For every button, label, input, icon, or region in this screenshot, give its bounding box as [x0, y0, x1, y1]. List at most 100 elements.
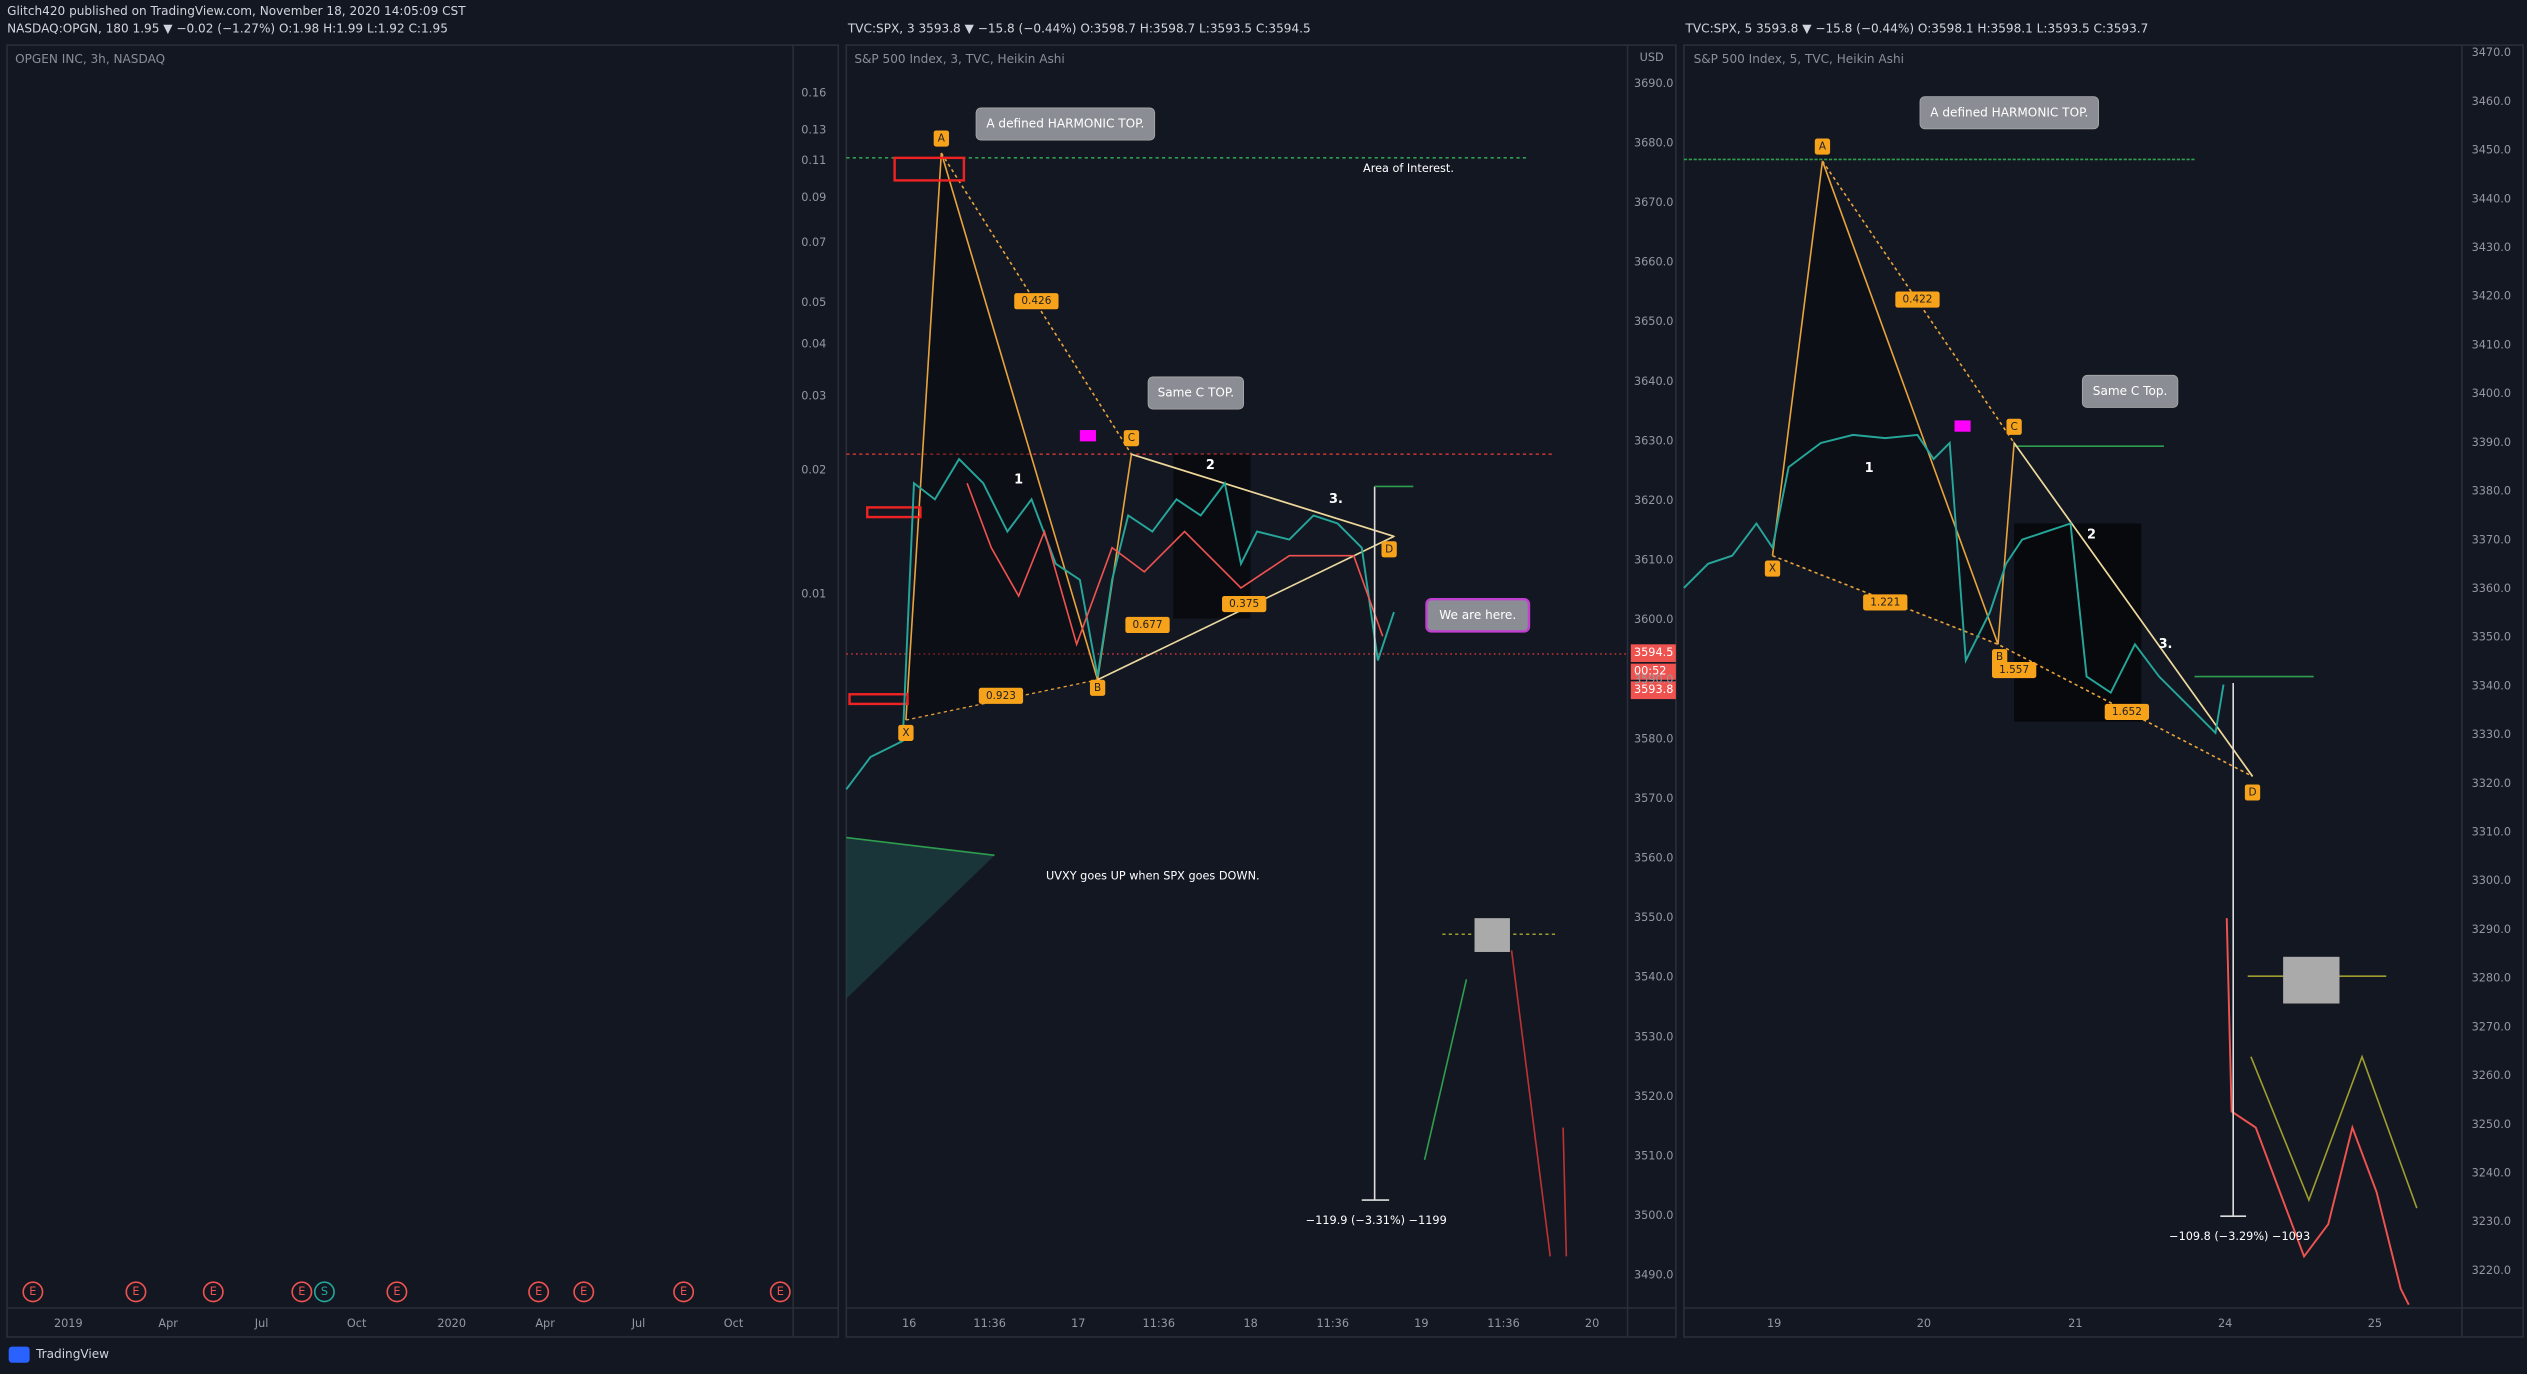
- pattern-tag: [1764, 560, 1781, 577]
- y-tick-label: 3290.0: [2472, 923, 2511, 936]
- y-tick-label: 3310.0: [2472, 826, 2511, 839]
- x-tick-label: 2020: [437, 1317, 466, 1330]
- y-tick-label: 3670.0: [1634, 196, 1673, 209]
- x-tick-label: 16: [902, 1317, 916, 1330]
- pattern-tag: [978, 687, 1024, 704]
- annotation-text: Area of Interest.: [1363, 162, 1454, 175]
- y-tick-label: 3510.0: [1634, 1150, 1673, 1163]
- event-marker[interactable]: [528, 1281, 550, 1303]
- y-tick-label: 0.05: [801, 296, 826, 309]
- y-tick-label: 3440.0: [2472, 192, 2511, 205]
- y-tick-label: 0.02: [801, 463, 826, 476]
- y-tick-label: 3250.0: [2472, 1118, 2511, 1131]
- wave-label: 2: [1206, 458, 1215, 473]
- x-tick-label: 20: [1917, 1317, 1931, 1330]
- event-label: E: [29, 1285, 36, 1298]
- y-tick-label: 0.07: [801, 236, 826, 249]
- y-tick-label: 3610.0: [1634, 554, 1673, 567]
- x-tick-label: 17: [1071, 1317, 1085, 1330]
- event-label: E: [393, 1285, 400, 1298]
- y-tick-label: 3660.0: [1634, 256, 1673, 269]
- event-marker[interactable]: [22, 1281, 44, 1303]
- drawings: [845, 152, 1676, 1257]
- pattern-label: 0.422: [1902, 294, 1932, 306]
- pattern-label: C: [2010, 421, 2017, 433]
- x-tick-label: 19: [1767, 1317, 1781, 1330]
- y-tick-label: 3380.0: [2472, 485, 2511, 498]
- pattern-label: 0.375: [1229, 598, 1259, 610]
- pattern-tag: [2006, 418, 2022, 435]
- event-marker[interactable]: [125, 1281, 147, 1303]
- y-tick-label: 3520.0: [1634, 1090, 1673, 1103]
- callout-box: [2081, 374, 2179, 408]
- x-tick-label: 11:36: [973, 1317, 1005, 1330]
- x-tick-label: Apr: [535, 1317, 555, 1330]
- event-label: E: [777, 1285, 784, 1298]
- y-tick-label: 3690.0: [1634, 77, 1673, 90]
- y-tick-label: 3470.0: [2472, 46, 2511, 59]
- pattern-label: A: [1819, 141, 1827, 153]
- wave-label: 3.: [1329, 492, 1343, 507]
- y-tick-label: 0.11: [801, 154, 826, 167]
- x-tick-label: 18: [1243, 1317, 1257, 1330]
- event-marker[interactable]: [313, 1281, 335, 1303]
- pattern-tag: [898, 724, 914, 741]
- pattern-tag: [933, 130, 949, 147]
- callout-box: [1919, 96, 2100, 130]
- pattern-label: 1.221: [1870, 596, 1900, 608]
- brand[interactable]: TradingView: [35, 1347, 109, 1361]
- y-tick-label: 3570.0: [1634, 792, 1673, 805]
- pattern-label: X: [1769, 563, 1776, 575]
- x-tick-label: 11:36: [1143, 1317, 1175, 1330]
- y-tick-label: 3680.0: [1634, 136, 1673, 149]
- y-tick-label: 3280.0: [2472, 972, 2511, 985]
- y-tick-label: 3260.0: [2472, 1069, 2511, 1082]
- x-tick-label: Jul: [254, 1317, 269, 1330]
- callout-box: [1147, 376, 1245, 410]
- y-tick-label: 0.04: [801, 338, 826, 351]
- pattern-label: B: [1996, 651, 2003, 663]
- y-tick-label: 0.09: [801, 191, 826, 204]
- event-marker[interactable]: [769, 1281, 791, 1303]
- price-tag: 3594.5: [1634, 646, 1673, 659]
- pattern-tag: [1381, 541, 1397, 558]
- y-tick-label: 3560.0: [1634, 852, 1673, 865]
- y-tick-label: 0.13: [801, 123, 826, 136]
- annotation-text: −109.8 (−3.29%) −1093: [2169, 1230, 2310, 1243]
- y-tick-label: 3370.0: [2472, 533, 2511, 546]
- event-marker[interactable]: [673, 1281, 695, 1303]
- y-tick-label: 3350.0: [2472, 631, 2511, 644]
- y-tick-label: 3620.0: [1634, 494, 1673, 507]
- event-marker[interactable]: [386, 1281, 408, 1303]
- x-tick-label: 2019: [54, 1317, 83, 1330]
- y-tick-label: 3400.0: [2472, 387, 2511, 400]
- panel-title: S&P 500 Index, 5, TVC, Heikin Ashi: [1694, 52, 1904, 66]
- y-tick-label: 3330.0: [2472, 728, 2511, 741]
- x-tick-label: 24: [2218, 1317, 2232, 1330]
- callout-text: Same C Top.: [2093, 384, 2168, 398]
- y-tick-label: 0.16: [801, 86, 826, 99]
- event-marker[interactable]: [573, 1281, 595, 1303]
- y-tick-label: 3230.0: [2472, 1215, 2511, 1228]
- y-tick-label: 3240.0: [2472, 1166, 2511, 1179]
- y-tick-label: 3590.0: [1634, 673, 1673, 686]
- event-label: E: [580, 1285, 587, 1298]
- callout-text: Same C TOP.: [1158, 386, 1235, 400]
- event-marker[interactable]: [202, 1281, 224, 1303]
- annotation-text: −119.9 (−3.31%) −1199: [1306, 1214, 1447, 1227]
- event-marker[interactable]: [291, 1281, 313, 1303]
- x-tick-label: Oct: [724, 1317, 744, 1330]
- pattern-label: 0.426: [1021, 295, 1051, 307]
- currency: USD: [1640, 51, 1664, 64]
- pattern-tag: [1123, 430, 1140, 447]
- brand-logo[interactable]: [8, 1346, 30, 1363]
- y-tick-label: 3360.0: [2472, 582, 2511, 595]
- event-label: E: [535, 1285, 542, 1298]
- pattern-tag: [1814, 138, 1831, 155]
- y-tick-label: 3270.0: [2472, 1020, 2511, 1033]
- y-tick-label: 3650.0: [1634, 315, 1673, 328]
- pattern-label: C: [1128, 432, 1135, 444]
- x-tick-label: 19: [1414, 1317, 1428, 1330]
- event-label: E: [680, 1285, 687, 1298]
